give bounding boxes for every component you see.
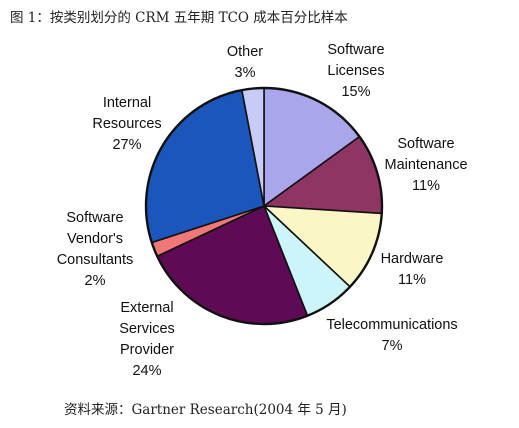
slice-name-line-software-vendor-s-consultants: Consultants: [57, 252, 134, 268]
slice-name-line-software-vendor-s-consultants: Vendor's: [67, 231, 123, 247]
slice-name-line-software-maintenance: Software: [397, 136, 454, 152]
slice-name-line-other: Other: [227, 44, 263, 60]
slice-name-line-software-licenses: Licenses: [327, 63, 384, 79]
figure-title: 图 1：按类别划分的 CRM 五年期 TCO 成本百分比样本: [10, 10, 348, 26]
slice-name-line-telecommunications: Telecommunications: [326, 317, 457, 333]
slice-label-telecommunications: Telecommunications 7%: [326, 317, 457, 354]
slice-name-line-software-vendor-s-consultants: Software: [66, 210, 123, 226]
slice-label-software-licenses: Software Licenses 15%: [327, 42, 384, 100]
slice-label-external-services-provider: External Services Provider 24%: [119, 300, 175, 379]
slice-percent-software-maintenance: 11%: [412, 178, 440, 194]
slice-percent-hardware: 11%: [398, 272, 426, 288]
slice-name-line-software-licenses: Software: [327, 42, 384, 58]
pie-outline: [144, 86, 384, 326]
slice-label-hardware: Hardware 11%: [381, 251, 444, 288]
slice-percent-external-services-provider: 24%: [132, 363, 161, 379]
slice-percent-telecommunications: 7%: [382, 338, 403, 354]
slice-percent-software-licenses: 15%: [341, 84, 370, 100]
slice-label-software-vendor-s-consultants: Software Vendor's Consultants 2%: [57, 210, 134, 289]
slice-label-internal-resources: Internal Resources 27%: [92, 95, 161, 153]
slice-name-line-external-services-provider: Provider: [120, 342, 174, 358]
slice-name-line-software-maintenance: Maintenance: [384, 157, 467, 173]
slice-name-line-internal-resources: Resources: [92, 116, 161, 132]
slice-percent-other: 3%: [235, 65, 256, 81]
slice-name-line-hardware: Hardware: [381, 251, 444, 267]
slice-name-line-internal-resources: Internal: [103, 95, 151, 111]
slice-label-software-maintenance: Software Maintenance 11%: [384, 136, 467, 194]
figure-source: 资料来源：Gartner Research(2004 年 5 月): [64, 402, 347, 418]
slice-percent-internal-resources: 27%: [112, 137, 141, 153]
slice-name-line-external-services-provider: External: [120, 300, 173, 316]
slice-name-line-external-services-provider: Services: [119, 321, 175, 337]
slice-label-other: Other 3%: [227, 44, 263, 81]
slice-percent-software-vendor-s-consultants: 2%: [85, 273, 106, 289]
